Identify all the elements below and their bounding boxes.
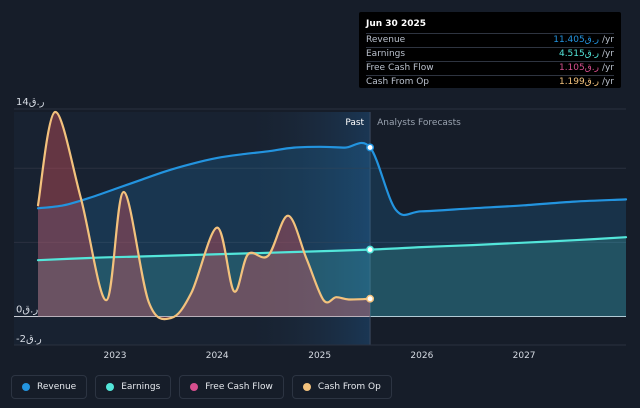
- legend-item-free-cash-flow[interactable]: Free Cash Flow: [179, 375, 284, 399]
- legend-dot-icon: [106, 383, 115, 391]
- tooltip-value: 1.199ر.ق: [558, 77, 599, 87]
- tooltip-row-revenue: Revenue 11.405ر.ق/yr: [366, 33, 614, 47]
- legend-label: Free Cash Flow: [205, 382, 273, 392]
- x-tick-label: 2024: [206, 351, 229, 361]
- tooltip-unit: /yr: [601, 49, 614, 59]
- tooltip-label: Cash From Op: [366, 77, 430, 87]
- x-tick-label: 2026: [410, 351, 433, 361]
- cash-from-op-marker: [366, 294, 375, 303]
- y-tick-label: -2ر.ق: [16, 334, 42, 345]
- forecast-label: Analysts Forecasts: [377, 118, 461, 128]
- tooltip-value: 11.405ر.ق: [553, 35, 599, 45]
- revenue-area: [38, 142, 626, 317]
- earnings-line: [36, 236, 628, 262]
- tooltip-date: Jun 30 2025: [366, 19, 427, 29]
- legend: Revenue Earnings Free Cash Flow Cash Fro…: [11, 375, 392, 399]
- earnings-marker: [366, 245, 375, 254]
- tooltip-row-free-cash-flow: Free Cash Flow 1.105ر.ق/yr: [366, 61, 614, 75]
- legend-item-revenue[interactable]: Revenue: [11, 375, 88, 399]
- tooltip-row-cash-from-op: Cash From Op 1.199ر.ق/yr: [366, 75, 614, 89]
- legend-dot-icon: [22, 383, 30, 391]
- tooltip-label: Revenue: [366, 35, 406, 45]
- cash-from-op-line: [36, 110, 372, 321]
- x-tick-label: 2023: [104, 351, 127, 361]
- tooltip-row-earnings: Earnings 4.515ر.ق/yr: [366, 47, 614, 61]
- tooltip-panel: Jun 30 2025 Revenue 11.405ر.ق/yr Earning…: [359, 12, 621, 88]
- legend-dot-icon: [302, 383, 311, 391]
- tooltip-label: Free Cash Flow: [366, 63, 434, 73]
- legend-label: Revenue: [37, 382, 77, 392]
- x-tick-label: 2025: [308, 351, 331, 361]
- legend-label: Cash From Op: [317, 382, 381, 392]
- legend-item-cash-from-op[interactable]: Cash From Op: [291, 375, 392, 399]
- revenue-line: [36, 141, 628, 217]
- y-tick-label: 0ر.ق: [16, 305, 38, 316]
- cash-from-op-area: [38, 111, 371, 320]
- legend-dot-icon: [190, 383, 199, 391]
- legend-label: Earnings: [121, 382, 161, 392]
- tooltip-value: 1.105ر.ق: [558, 63, 599, 73]
- tooltip-unit: /yr: [601, 77, 614, 87]
- revenue-marker: [366, 143, 375, 152]
- x-tick-label: 2027: [513, 351, 536, 361]
- tooltip-unit: /yr: [601, 35, 614, 45]
- tooltip-unit: /yr: [601, 63, 614, 73]
- past-label: Past: [345, 118, 364, 128]
- legend-item-earnings[interactable]: Earnings: [95, 375, 172, 399]
- y-tick-label: 14ر.ق: [16, 97, 45, 108]
- earnings-area: [38, 237, 626, 317]
- tooltip-value: 4.515ر.ق: [558, 49, 599, 59]
- tooltip-label: Earnings: [366, 49, 406, 59]
